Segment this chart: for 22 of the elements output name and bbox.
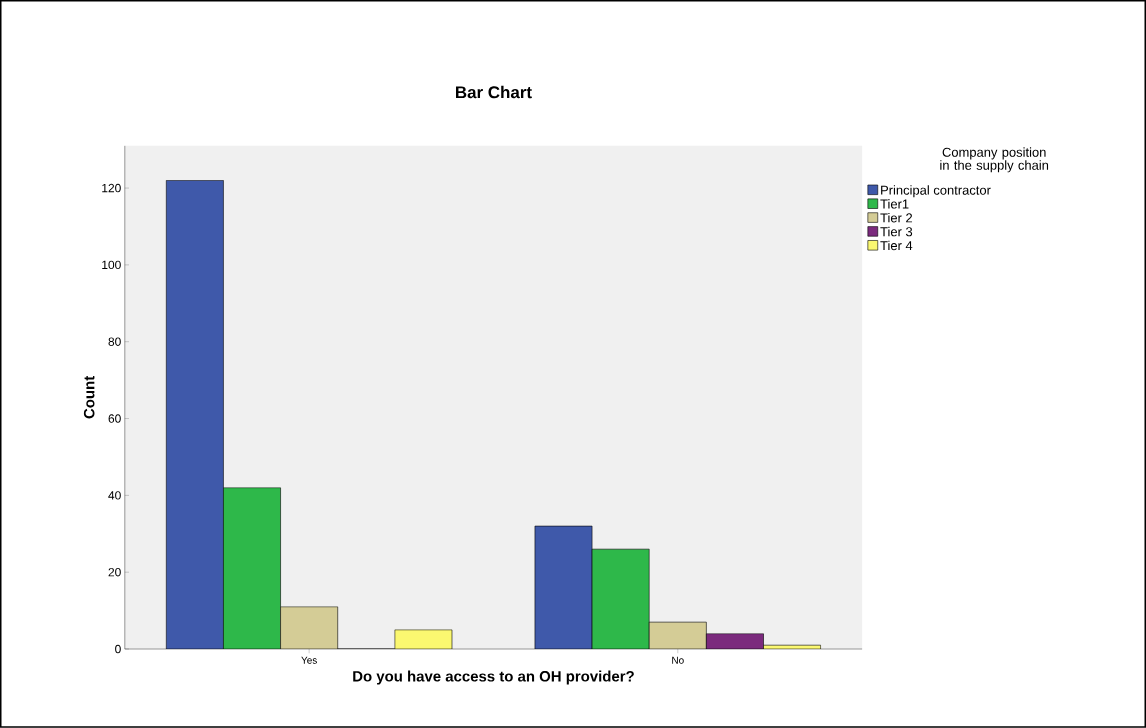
bar [534,525,593,650]
legend-label: Tier1 [880,199,909,209]
legend-label: Tier 4 [880,240,913,251]
legend-title: Company position in the supply chain [940,147,1049,173]
bar [166,180,224,650]
y-tick-label: 60 [108,414,121,423]
y-tick-label: 80 [108,337,121,347]
x-tick-label: No [672,656,684,664]
y-tick-label: 40 [108,491,121,500]
y-tick-label: 20 [108,568,121,577]
legend-label: Tier 3 [880,226,913,237]
legend-label: Principal contractor [881,185,991,198]
x-tick-label: Yes [301,656,317,664]
y-tick-label: 120 [102,183,121,193]
legend-label: Tier 2 [880,213,913,223]
bar [223,487,281,650]
bar [591,548,650,650]
chart-title: Bar Chart [456,85,532,99]
y-tick-label: 100 [102,260,121,270]
y-tick-label: 0 [115,644,121,654]
y-axis-title: Count [83,376,95,419]
x-axis-title: Do you have access to an OH provider? [353,670,634,685]
